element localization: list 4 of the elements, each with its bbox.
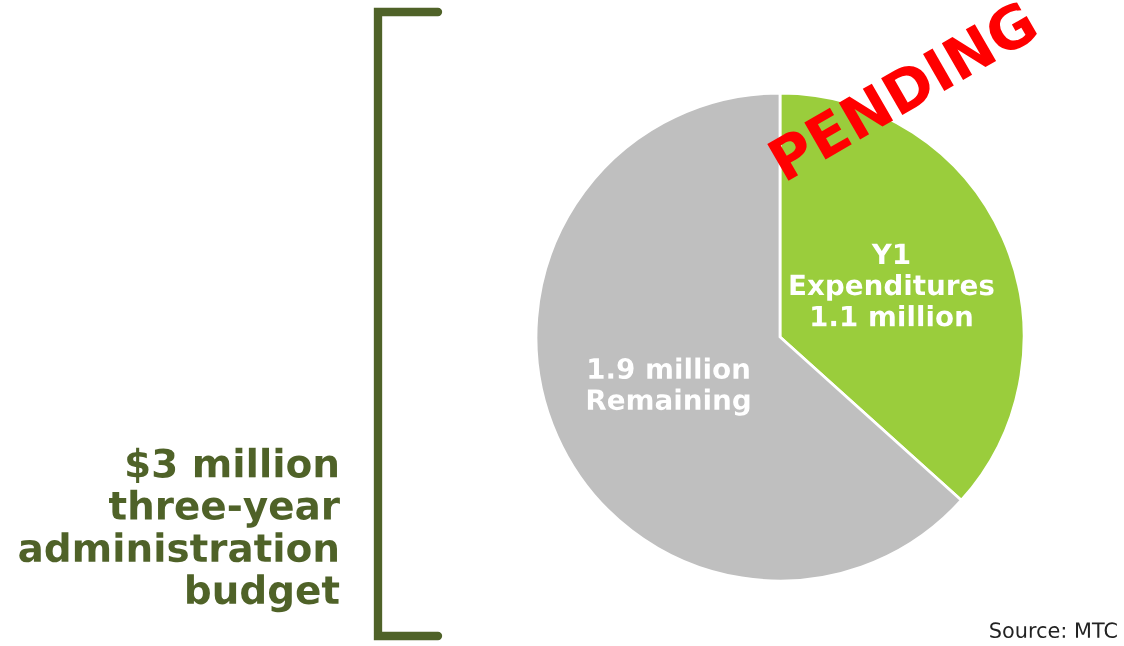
slice-label: 1.9 million Remaining: [587, 357, 750, 416]
slice-label: Y1 Expenditures 1.1 million: [790, 243, 994, 327]
text: $3 million three-year administration budget: [19, 447, 340, 613]
source-note: Source: MTC: [990, 622, 1117, 639]
